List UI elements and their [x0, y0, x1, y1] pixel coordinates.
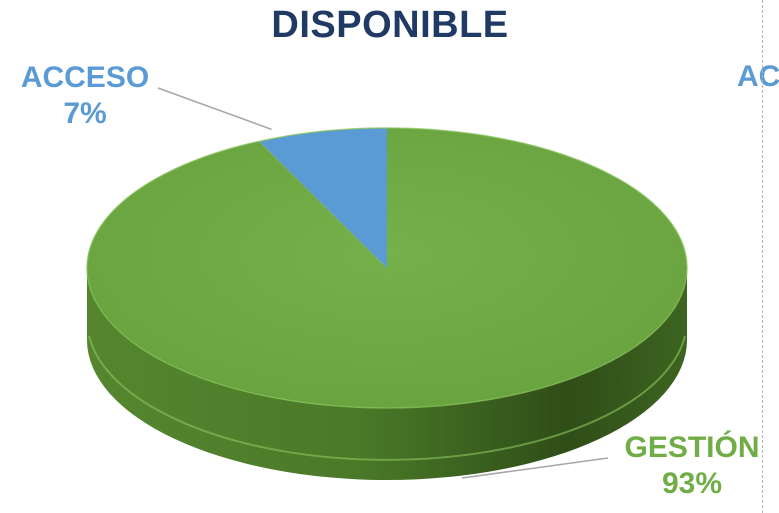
pie-top-face	[86, 127, 688, 409]
pie-slice-acceso	[259, 128, 387, 268]
pie-slice-gestion	[86, 128, 687, 409]
pie-side-highlight	[88, 335, 686, 461]
data-label-acceso-value: 7%	[63, 97, 107, 130]
panel-divider	[762, 0, 763, 513]
pie-side-walls	[87, 268, 687, 480]
pie-top-rim	[86, 127, 688, 409]
pie-side-wall	[87, 268, 687, 480]
chart-title: DISPONIBLE	[271, 4, 509, 46]
leader-lines	[157, 87, 609, 479]
data-label-gestion-name: GESTIÓN	[624, 431, 760, 464]
data-label-gestion: GESTIÓN 93%	[617, 430, 767, 502]
data-label-acceso-name: ACCESO	[20, 61, 150, 94]
data-label-gestion-value: 93%	[661, 467, 723, 500]
data-label-acceso: ACCESO 7%	[12, 60, 158, 132]
leader-line-acceso	[157, 87, 272, 131]
clipped-adjacent-chart-label: AC	[737, 60, 779, 93]
leader-line-gestion	[461, 457, 609, 479]
